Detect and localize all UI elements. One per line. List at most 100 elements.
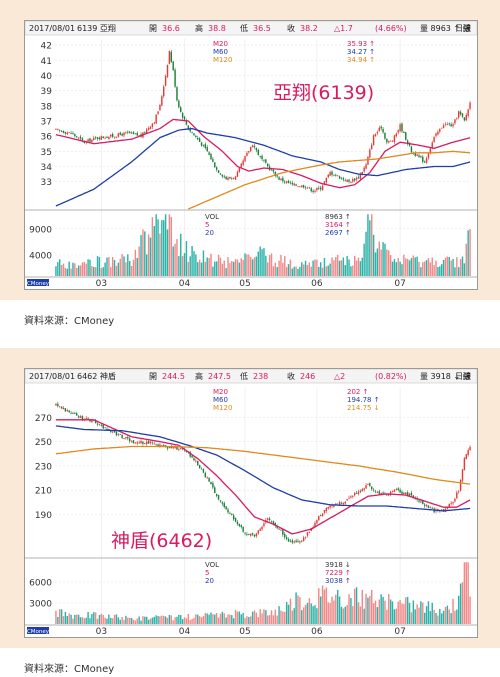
candle-body xyxy=(331,171,333,175)
candle-body xyxy=(240,163,242,168)
candle-body xyxy=(183,116,186,120)
volume-bar xyxy=(93,267,95,276)
volume-bar xyxy=(442,259,445,276)
volume-bar xyxy=(335,594,337,624)
volume-bar xyxy=(100,613,103,624)
volume-bar xyxy=(134,249,137,276)
volume-bar xyxy=(62,263,65,276)
candle-body xyxy=(393,490,396,492)
candle-body xyxy=(295,184,297,186)
candle-body xyxy=(151,442,154,444)
volume-bar xyxy=(318,588,320,624)
candle-body xyxy=(200,468,203,470)
volume-bar xyxy=(374,600,377,624)
header-date: 2017/08/01 xyxy=(29,372,75,381)
candle-body xyxy=(180,448,182,450)
volume-bar xyxy=(372,234,375,276)
candle-body xyxy=(217,495,220,500)
volume-bar xyxy=(246,254,248,276)
candle-body xyxy=(448,123,450,125)
volume-bar xyxy=(395,262,398,276)
header-open-label: 開 xyxy=(149,372,157,381)
candle-body xyxy=(102,424,104,429)
volume-bar xyxy=(346,256,348,276)
volume-bar xyxy=(439,608,441,624)
volume-bar xyxy=(268,615,271,624)
volume-bar xyxy=(147,234,150,276)
header-high-label: 高 xyxy=(195,371,203,381)
volume-bar xyxy=(159,233,161,276)
candle-body xyxy=(263,523,265,527)
candle-body xyxy=(304,187,307,189)
volume-bar xyxy=(76,614,78,624)
volume-bar xyxy=(221,263,224,276)
candle-body xyxy=(119,434,121,435)
volume-bar xyxy=(293,266,295,276)
volume-bar xyxy=(465,243,467,276)
candle-body xyxy=(382,492,384,494)
candle-body xyxy=(76,413,78,416)
volume-bar xyxy=(166,617,169,624)
volume-bar xyxy=(344,265,346,276)
volume-bar xyxy=(130,618,133,624)
volume-bar xyxy=(110,267,112,276)
volume-bar xyxy=(127,254,129,276)
volume-bar xyxy=(469,228,471,276)
candle-body xyxy=(206,147,208,152)
candle-body xyxy=(217,170,220,173)
volume-bar xyxy=(457,267,460,276)
volume-bar xyxy=(161,615,163,624)
x-tick-label: 03 xyxy=(96,279,107,289)
volume-bar xyxy=(316,608,318,624)
candle-body xyxy=(272,521,275,524)
candle-body xyxy=(176,446,178,450)
price-tick-label: 33 xyxy=(41,178,52,188)
candle-body xyxy=(442,125,445,128)
volume-bar xyxy=(240,614,242,624)
volume-bar xyxy=(361,257,363,276)
header-low-value: 238 xyxy=(253,372,268,381)
candle-body xyxy=(457,111,460,118)
cmoney-badge-text: CMoney xyxy=(27,629,50,635)
volume-bar xyxy=(91,265,93,276)
header-low-label: 低 xyxy=(240,23,248,33)
volume-legend-name: 20 xyxy=(205,577,214,585)
volume-bar xyxy=(234,609,237,624)
chart-frame-6139: 2017/08/01 6139 亞翔 開 36.6 高 38.8 低 36.5 收 38.2 △1.… xyxy=(24,20,478,290)
volume-bar xyxy=(208,614,210,624)
volume-bar xyxy=(149,618,152,624)
candle-body xyxy=(147,128,150,130)
header-volume-value: 量 3918 ↓ 張 xyxy=(420,372,471,381)
header-low-value: 36.5 xyxy=(253,24,271,33)
candle-body xyxy=(89,138,91,142)
candle-body xyxy=(113,430,116,433)
candle-body xyxy=(452,501,454,504)
candle-body xyxy=(431,507,433,509)
candle-body xyxy=(104,427,106,429)
volume-bar xyxy=(344,606,346,624)
candle-body xyxy=(123,438,125,439)
volume-bar xyxy=(164,616,167,624)
volume-bar xyxy=(259,609,261,624)
volume-bar xyxy=(170,216,173,276)
volume-legend-value: 2697 ↑ xyxy=(325,229,351,237)
candle-body xyxy=(310,188,312,192)
volume-bar xyxy=(459,259,462,276)
x-tick-label: 07 xyxy=(394,279,405,289)
volume-bar xyxy=(68,613,70,624)
volume-bar xyxy=(155,615,157,624)
volume-bar xyxy=(321,267,324,276)
volume-bar xyxy=(174,617,176,624)
candle-body xyxy=(210,153,212,160)
volume-bar xyxy=(429,611,432,624)
volume-bar xyxy=(301,610,303,624)
volume-bar xyxy=(164,214,167,276)
volume-bar xyxy=(295,266,297,276)
candle-body xyxy=(410,146,413,153)
volume-bar xyxy=(221,611,224,624)
candle-body xyxy=(355,177,358,180)
candle-body xyxy=(329,505,331,508)
volume-bar xyxy=(412,255,415,276)
volume-bar xyxy=(151,217,154,276)
candle-body xyxy=(431,142,433,148)
